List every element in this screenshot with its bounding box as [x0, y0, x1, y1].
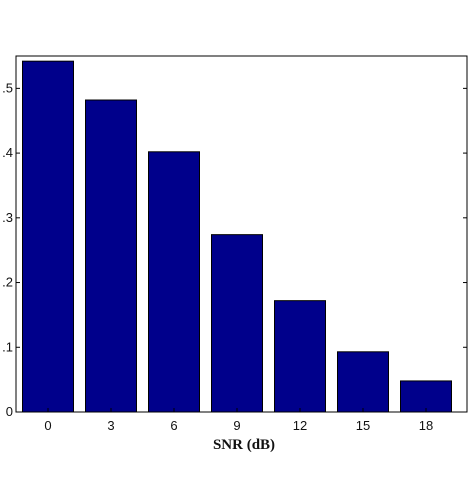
y-tick-label: .1 [2, 339, 13, 354]
bar-3 [85, 99, 137, 413]
y-tick-label: .3 [2, 210, 13, 225]
x-tick-label: 15 [356, 418, 370, 433]
x-tick-label: 6 [170, 418, 177, 433]
x-tick-label: 3 [107, 418, 114, 433]
y-tick-label: .2 [2, 275, 13, 290]
y-tick-label: .5 [2, 80, 13, 95]
x-tick-label: 9 [233, 418, 240, 433]
y-tick-label: .4 [2, 145, 13, 160]
bar-6 [148, 151, 200, 413]
x-tick-label: 0 [44, 418, 51, 433]
bar-0 [22, 60, 74, 413]
x-tick-label: 12 [293, 418, 307, 433]
x-axis-title: SNR (dB) [213, 437, 275, 453]
y-tick-label: 0 [6, 404, 13, 419]
ticks-group: 0 3 6 9 12 15 18 0 .1 .2 .3 .4 .5 [2, 80, 467, 433]
bars-group [22, 60, 452, 413]
bar-15 [337, 351, 389, 413]
bar-12 [274, 300, 326, 413]
bar-18 [400, 380, 452, 413]
x-tick-label: 18 [419, 418, 433, 433]
bar-9 [211, 234, 263, 413]
